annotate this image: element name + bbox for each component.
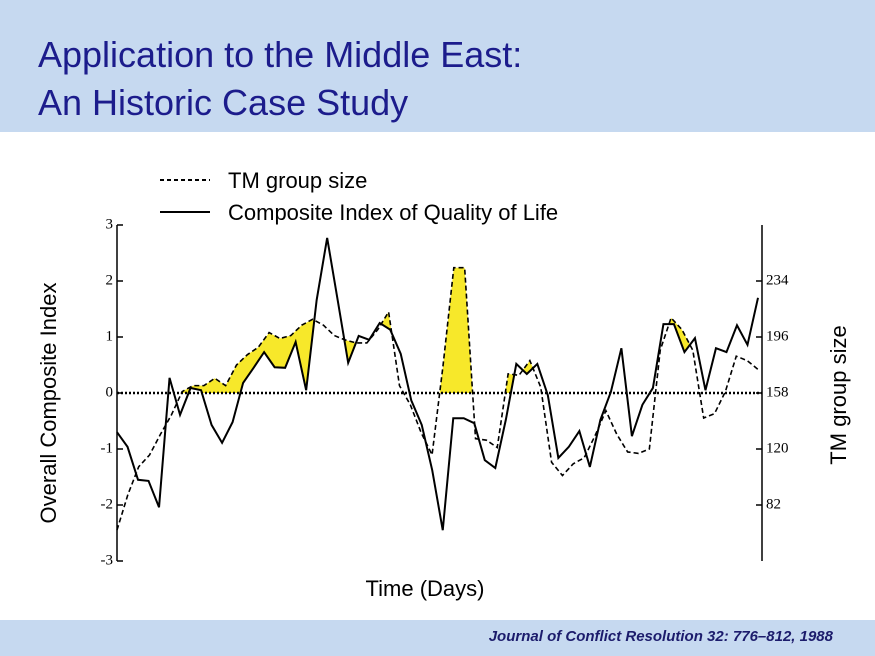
citation: Journal of Conflict Resolution 32: 776–8… <box>488 628 833 645</box>
y2-tick-label: 82 <box>766 496 781 512</box>
y-tick-label: -2 <box>101 496 114 512</box>
highlight-area <box>117 267 758 393</box>
y2-tick-label: 120 <box>766 440 789 456</box>
y-tick-label: -1 <box>101 440 114 456</box>
y-tick-label: 0 <box>106 384 114 400</box>
title-line: An Historic Case Study <box>38 82 409 123</box>
series-line <box>116 266 759 531</box>
header: Application to the Middle East: An Histo… <box>0 0 875 132</box>
y-tick-label: 1 <box>106 328 114 344</box>
y-tick-label: -3 <box>101 552 114 568</box>
series-line <box>116 237 759 531</box>
x-axis-label: Time (Days) <box>366 576 485 601</box>
legend-label: Composite Index of Quality of Life <box>228 200 558 225</box>
y2-tick-label: 196 <box>766 328 789 344</box>
chart: -3 -2 -1 0 1 2 3 82 120 158 196 234 Overall Composit… <box>36 168 851 601</box>
highlight <box>117 267 758 393</box>
y-tick-label: 2 <box>106 272 114 288</box>
highlight <box>117 267 758 393</box>
y-tick-label: 3 <box>106 216 114 232</box>
y2-tick-label: 234 <box>766 272 789 288</box>
y2-tick-label: 158 <box>766 384 789 400</box>
title-line: Application to the Middle East: <box>38 34 523 75</box>
footer: Journal of Conflict Resolution 32: 776–8… <box>0 620 875 656</box>
y2-axis-label: TM group size <box>826 325 851 464</box>
legend-label: TM group size <box>228 168 367 193</box>
y-axis-label: Overall Composite Index <box>36 283 61 524</box>
